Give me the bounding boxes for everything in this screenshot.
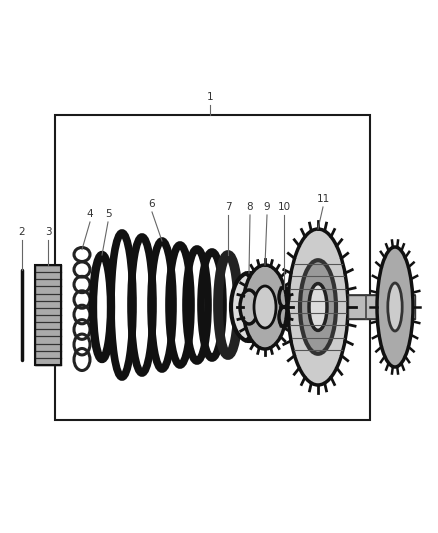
Text: 10: 10 (277, 202, 290, 212)
Ellipse shape (254, 286, 276, 328)
Bar (35, 265, 61, 365)
Text: 11: 11 (316, 194, 330, 204)
Ellipse shape (288, 229, 348, 385)
Text: 9: 9 (264, 202, 270, 212)
Ellipse shape (243, 265, 287, 349)
Text: 3: 3 (45, 227, 51, 237)
Text: 6: 6 (148, 199, 155, 209)
Ellipse shape (240, 290, 258, 324)
Ellipse shape (377, 247, 413, 367)
Bar (348, 295, 415, 319)
Ellipse shape (300, 260, 336, 354)
Bar (55, 115, 370, 420)
Text: 2: 2 (19, 227, 25, 237)
Ellipse shape (388, 283, 402, 331)
Text: 1: 1 (207, 92, 213, 102)
Bar (35, 265, 61, 365)
Text: 5: 5 (105, 209, 111, 219)
Text: 7: 7 (225, 202, 231, 212)
Ellipse shape (231, 273, 267, 341)
Text: 8: 8 (247, 202, 253, 212)
Ellipse shape (309, 284, 327, 330)
Text: 4: 4 (87, 209, 93, 219)
